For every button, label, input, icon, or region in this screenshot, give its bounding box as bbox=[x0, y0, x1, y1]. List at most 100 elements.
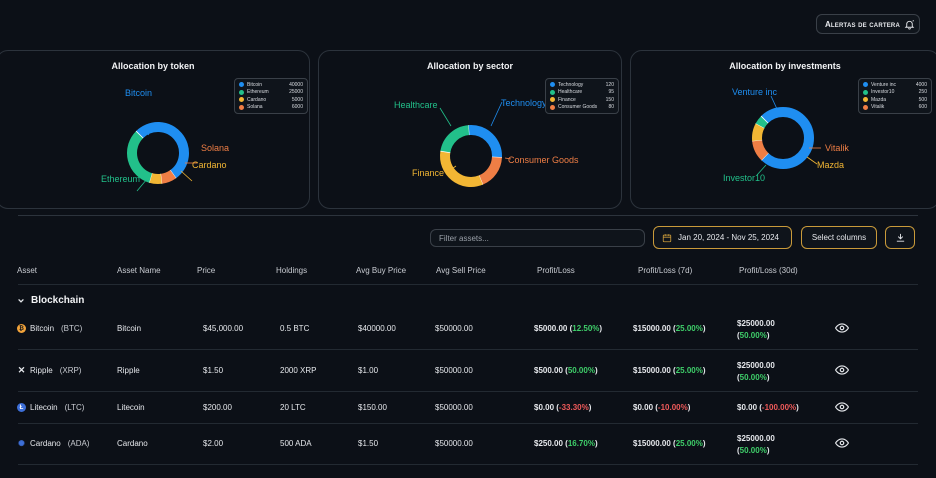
slice-separator bbox=[478, 175, 484, 185]
donut-slice-consumer-goods[interactable] bbox=[478, 156, 502, 185]
row-divider bbox=[18, 349, 918, 350]
pl-pct: 50.00% bbox=[567, 366, 595, 375]
legend-swatch bbox=[863, 82, 868, 88]
investor10-label: Investor10 bbox=[723, 173, 765, 183]
legend-label: Healthcare bbox=[558, 89, 583, 96]
profit-loss-7d: $15000.00 (25.00%) bbox=[633, 366, 706, 375]
legend-label: Consumer Goods bbox=[558, 104, 598, 111]
eye-icon[interactable] bbox=[835, 438, 849, 448]
legend-swatch bbox=[550, 104, 555, 110]
legend-item: Cardano 5000 bbox=[239, 96, 303, 104]
legend-value: 40000 bbox=[289, 81, 303, 88]
donut-slice-cardano[interactable] bbox=[149, 173, 162, 184]
download-icon bbox=[896, 233, 904, 242]
legend-item: Vitalik 600 bbox=[863, 104, 927, 112]
avg-buy-price: $150.00 bbox=[358, 403, 387, 412]
col-holdings[interactable]: Holdings bbox=[276, 266, 308, 275]
mazda-label: Mazda bbox=[817, 160, 844, 170]
col-asset-name[interactable]: Asset Name bbox=[117, 266, 161, 275]
legend-value: 500 bbox=[918, 96, 927, 103]
asset-label: Cardano bbox=[30, 439, 61, 448]
download-button[interactable] bbox=[885, 226, 915, 249]
profit-loss: $0.00 (-33.30%) bbox=[534, 403, 592, 412]
col-asset[interactable]: Asset bbox=[17, 266, 38, 275]
avg-sell-price: $50000.00 bbox=[435, 324, 473, 333]
eye-icon[interactable] bbox=[835, 365, 849, 375]
profit-loss-7d: $0.00 (-10.00%) bbox=[633, 403, 691, 412]
col-profit-loss-30d[interactable]: Profit/Loss (30d) bbox=[739, 266, 798, 275]
legend-value: 95 bbox=[608, 89, 614, 96]
holdings: 0.5 BTC bbox=[280, 324, 310, 333]
profit-loss-30d: $25000.00 (50.00%) bbox=[737, 361, 775, 382]
ethereum-label: Ethereum bbox=[101, 174, 140, 184]
pl30-value: $25000.00 bbox=[737, 361, 775, 370]
profit-loss: $250.00 (16.70%) bbox=[534, 439, 598, 448]
donut-slice-finance[interactable] bbox=[440, 151, 483, 187]
slice-separator bbox=[440, 150, 451, 154]
profit-loss-30d: $0.00 (-100.00%) bbox=[737, 403, 799, 412]
cardano-label: Cardano bbox=[192, 160, 227, 170]
legend-swatch bbox=[863, 97, 868, 103]
date-range-button[interactable]: Jan 20, 2024 - Nov 25, 2024 bbox=[653, 226, 792, 249]
legend-item: Technology 120 bbox=[550, 81, 614, 89]
asset-label: Bitcoin bbox=[30, 324, 55, 333]
legend-item: Consumer Goods 80 bbox=[550, 104, 614, 112]
pl7-pct: -10.00% bbox=[657, 403, 688, 412]
col-price[interactable]: Price bbox=[197, 266, 216, 275]
asset-cell: ✕ Ripple (XRP) bbox=[17, 365, 82, 375]
legend-item: Mazda 500 bbox=[863, 96, 927, 104]
donut-slice-bitcoin[interactable] bbox=[136, 122, 189, 179]
legend-value: 120 bbox=[605, 81, 614, 88]
pl-value: $0.00 bbox=[534, 403, 555, 412]
legend-item: Investor10 250 bbox=[863, 89, 927, 97]
pl7-pct: 25.00% bbox=[675, 324, 703, 333]
donut-slice-vitalik[interactable] bbox=[752, 139, 769, 161]
card-title: Allocation by token bbox=[111, 61, 195, 71]
pl7-value: $15000.00 bbox=[633, 324, 671, 333]
legend-value: 80 bbox=[608, 104, 614, 111]
donut-slice-healthcare[interactable] bbox=[440, 125, 470, 154]
select-columns-button[interactable]: Select columns bbox=[801, 226, 877, 249]
pl-value: $250.00 bbox=[534, 439, 563, 448]
litecoin-icon: Ł bbox=[17, 403, 26, 412]
asset-cell: ₿ Bitcoin (BTC) bbox=[17, 324, 82, 333]
legend-label: Mazda bbox=[871, 96, 887, 103]
eye-icon[interactable] bbox=[835, 402, 849, 412]
legend-swatch bbox=[863, 89, 868, 95]
col-profit-loss[interactable]: Profit/Loss bbox=[537, 266, 575, 275]
donut-slice-solana[interactable] bbox=[160, 169, 177, 184]
token-legend: Bitcoin 40000 Ethereum 25000 Cardano 5000 Sola… bbox=[234, 78, 308, 114]
investments-donut-chart: Venture inc Vitalik Mazda Investor10 bbox=[723, 87, 849, 183]
group-blockchain[interactable]: Blockchain bbox=[17, 295, 84, 306]
select-columns-label: Select columns bbox=[811, 233, 867, 242]
asset-ticker: (BTC) bbox=[61, 324, 83, 333]
legend-label: Cardano bbox=[247, 96, 267, 103]
filter-assets-input[interactable] bbox=[430, 229, 645, 247]
col-avg-sell[interactable]: Avg Sell Price bbox=[436, 266, 486, 275]
ripple-icon: ✕ bbox=[17, 365, 26, 375]
profit-loss-7d: $15000.00 (25.00%) bbox=[633, 439, 706, 448]
chevron-down-icon bbox=[18, 298, 24, 303]
donut-slice-investor10[interactable] bbox=[755, 116, 769, 129]
legend-swatch bbox=[239, 89, 244, 95]
eye-icon[interactable] bbox=[835, 323, 849, 333]
donut-slice-mazda[interactable] bbox=[752, 123, 765, 141]
legend-swatch bbox=[550, 89, 555, 95]
col-profit-loss-7d[interactable]: Profit/Loss (7d) bbox=[638, 266, 693, 275]
asset-name: Ripple bbox=[117, 366, 140, 375]
pl30-pct: -100.00% bbox=[761, 403, 797, 412]
legend-value: 250 bbox=[918, 89, 927, 96]
card-title: Allocation by investments bbox=[729, 61, 841, 71]
price: $2.00 bbox=[203, 439, 224, 448]
donut-slice-ethereum[interactable] bbox=[127, 131, 153, 183]
pl-pct: 12.50% bbox=[572, 324, 600, 333]
donut-slice-technology[interactable] bbox=[468, 125, 502, 158]
asset-ticker: (LTC) bbox=[64, 403, 85, 412]
col-avg-buy[interactable]: Avg Buy Price bbox=[356, 266, 407, 275]
finance-label: Finance bbox=[412, 168, 444, 178]
alerts-button[interactable]: Alertas de cartera bbox=[816, 14, 920, 34]
pl-value: $500.00 bbox=[534, 366, 563, 375]
donut-slice-venture-inc[interactable] bbox=[761, 107, 814, 169]
bell-icon bbox=[904, 19, 915, 30]
bitcoin-icon: ₿ bbox=[17, 324, 26, 333]
